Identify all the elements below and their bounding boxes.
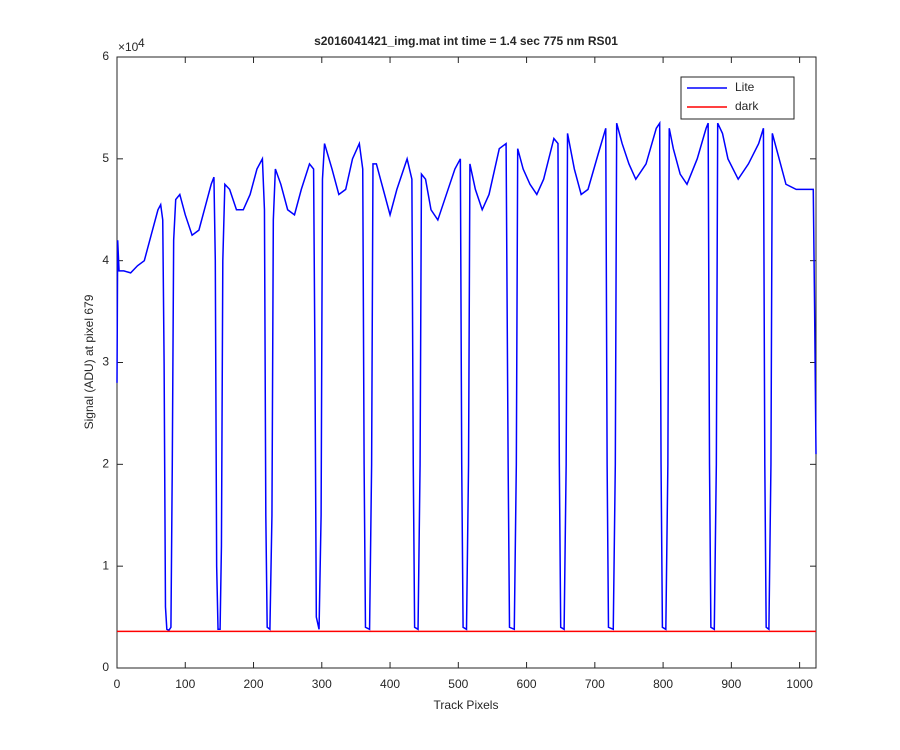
y-tick-label: 0 <box>102 660 109 674</box>
x-tick-label: 400 <box>380 677 400 691</box>
x-tick-label: 1000 <box>786 677 813 691</box>
y-multiplier-exponent: 4 <box>138 36 145 50</box>
x-tick-label: 100 <box>175 677 195 691</box>
y-tick-label: 2 <box>102 457 109 471</box>
x-tick-label: 900 <box>721 677 741 691</box>
y-tick-label: 4 <box>102 253 109 267</box>
x-tick-label: 0 <box>114 677 121 691</box>
x-tick-label: 200 <box>244 677 264 691</box>
line-series <box>116 120 817 632</box>
x-tick-label: 800 <box>653 677 673 691</box>
y-axis-label: Signal (ADU) at pixel 679 <box>82 294 96 429</box>
x-tick-label: 300 <box>312 677 332 691</box>
x-tick-label: 700 <box>585 677 605 691</box>
legend-box <box>680 76 795 120</box>
y-tick-label: 5 <box>102 151 109 165</box>
x-tick-label: 500 <box>448 677 468 691</box>
plot-area <box>116 56 817 669</box>
y-tick-label: 3 <box>102 355 109 369</box>
y-tick-label: 6 <box>102 49 109 63</box>
x-axis-label: Track Pixels <box>434 698 499 712</box>
y-tick-label: 1 <box>102 558 109 572</box>
x-tick-label: 600 <box>517 677 537 691</box>
legend-label: dark <box>735 99 759 113</box>
chart-title: s2016041421_img.mat int time = 1.4 sec 7… <box>314 34 618 48</box>
legend-label: Lite <box>735 80 755 94</box>
y-multiplier: ×10 <box>118 40 139 54</box>
